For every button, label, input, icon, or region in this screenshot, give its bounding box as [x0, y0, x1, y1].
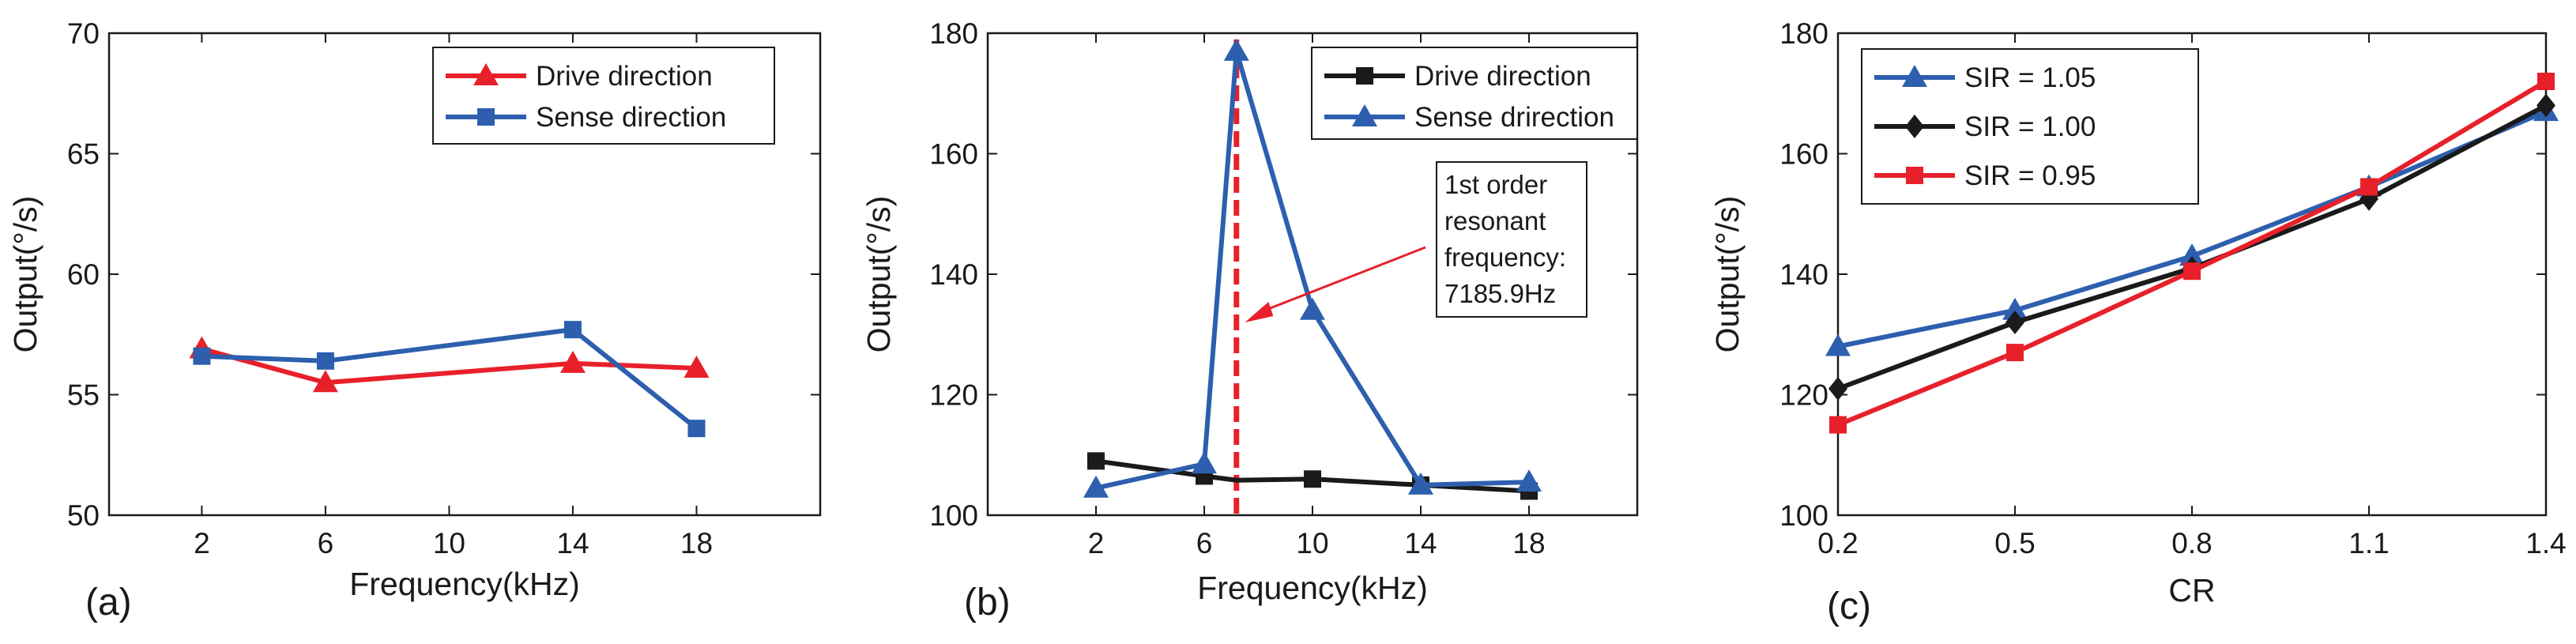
- series-line-1: [1095, 48, 1530, 491]
- y-tick-label: 60: [67, 258, 100, 291]
- panel-1: 2 6 10 14 18 100 120 140 160 180 Frequency(kHz) Out…: [861, 17, 1639, 623]
- x-tick-label: 1.1: [2348, 527, 2389, 559]
- data-point-1: [1223, 38, 1249, 61]
- data-point-2: [2183, 262, 2201, 281]
- y-tick-label: 120: [929, 379, 978, 412]
- legend-marker-0: [473, 63, 499, 85]
- annotation-text: 7185.9Hz: [1444, 279, 1556, 308]
- y-axis-label: Output(°/s): [7, 196, 43, 353]
- y-tick-label: 180: [1779, 17, 1828, 50]
- x-tick-label: 1.4: [2525, 527, 2566, 559]
- x-tick-label: 2: [194, 527, 210, 559]
- legend-marker-2: [1906, 167, 1923, 184]
- data-point-0: [559, 350, 586, 373]
- data-point-0: [1087, 452, 1105, 470]
- y-tick-label: 140: [1779, 258, 1828, 291]
- y-axis-label: Output(°/s): [861, 196, 897, 353]
- data-point-2: [2006, 344, 2024, 362]
- x-axis-label: Frequency(kHz): [349, 566, 580, 602]
- series-line-0: [201, 346, 697, 386]
- y-tick-label: 55: [67, 379, 100, 412]
- series-line-1: [201, 327, 699, 431]
- data-point-1: [1083, 475, 1109, 498]
- annotation-text: resonant: [1444, 206, 1546, 235]
- x-axis-label: CR: [2168, 572, 2215, 608]
- x-tick-label: 14: [556, 527, 589, 559]
- data-point-1: [2536, 93, 2555, 118]
- legend-box: [432, 47, 775, 145]
- legend-label-0: Drive direction: [536, 61, 713, 92]
- y-tick-label: 140: [929, 258, 978, 291]
- x-tick-label: 6: [1196, 527, 1213, 559]
- y-tick-label: 50: [67, 499, 100, 532]
- data-point-1: [1828, 376, 1847, 401]
- legend-label-2: SIR = 0.95: [1964, 160, 2096, 191]
- annotation-arrowhead: [1245, 302, 1274, 322]
- legend-marker-0: [1356, 67, 1373, 85]
- legend-label-0: SIR = 1.05: [1964, 62, 2096, 93]
- x-tick-label: 14: [1404, 527, 1437, 559]
- data-point-0: [1825, 333, 1851, 356]
- data-point-2: [2360, 178, 2378, 196]
- panel-label: (a): [85, 582, 132, 623]
- y-tick-label: 160: [929, 138, 978, 171]
- data-point-1: [1192, 451, 1217, 474]
- y-axis-label: Output(°/s): [1709, 196, 1746, 353]
- x-tick-label: 0.5: [1994, 527, 2035, 559]
- x-axis-label: Frequency(kHz): [1197, 570, 1428, 606]
- x-tick-label: 18: [1512, 527, 1545, 559]
- legend-label-1: Sense direction: [536, 102, 726, 133]
- data-point-0: [1304, 470, 1321, 488]
- data-point-0: [2002, 297, 2028, 320]
- legend-marker-0: [1902, 65, 1927, 87]
- y-tick-label: 180: [929, 17, 978, 50]
- x-tick-label: 10: [1296, 527, 1328, 559]
- data-point-1: [193, 347, 211, 365]
- y-tick-label: 70: [67, 17, 100, 50]
- data-point-2: [1829, 416, 1847, 434]
- x-tick-label: 18: [680, 527, 713, 559]
- legend-label-1: SIR = 1.00: [1964, 111, 2096, 142]
- data-point-1: [1300, 297, 1325, 320]
- x-tick-label: 6: [318, 527, 334, 559]
- panel-label: (b): [964, 582, 1011, 623]
- data-point-1: [2005, 311, 2024, 334]
- annotation-arrow: [1261, 246, 1426, 313]
- x-tick-label: 0.2: [1817, 527, 1858, 559]
- legend-marker-1: [1352, 104, 1377, 126]
- legend-marker-1: [477, 108, 495, 126]
- data-point-1: [687, 420, 706, 438]
- x-tick-label: 0.8: [2171, 527, 2212, 559]
- annotation-box: [1436, 161, 1587, 318]
- y-tick-label: 160: [1779, 138, 1828, 171]
- data-point-0: [2179, 243, 2205, 266]
- data-point-1: [1408, 472, 1433, 495]
- y-tick-label: 100: [929, 499, 978, 532]
- data-point-0: [312, 370, 338, 393]
- panel-label: (c): [1827, 586, 1871, 627]
- panel-2: 0.2 0.5 0.8 1.1 1.4 100 120 140 160 180 CR Output(°…: [1709, 17, 2567, 627]
- y-tick-label: 100: [1779, 499, 1828, 532]
- x-tick-label: 2: [1088, 527, 1105, 559]
- x-tick-label: 10: [433, 527, 465, 559]
- data-point-1: [1516, 469, 1542, 492]
- panel-0: 2 6 10 14 18 50 55 60 65 70 Frequency(kHz) Output(°…: [7, 17, 822, 623]
- data-point-2: [2537, 73, 2555, 90]
- legend-marker-1: [1905, 115, 1924, 138]
- annotation-text: frequency:: [1444, 243, 1566, 272]
- data-point-1: [316, 352, 334, 370]
- data-point-1: [563, 321, 582, 339]
- y-tick-label: 120: [1779, 379, 1828, 412]
- data-point-0: [684, 355, 710, 378]
- legend-label-1: Sense drirection: [1414, 102, 1614, 133]
- legend-label-0: Drive direction: [1414, 61, 1591, 92]
- y-tick-label: 65: [67, 138, 100, 171]
- annotation-text: 1st order: [1444, 170, 1547, 199]
